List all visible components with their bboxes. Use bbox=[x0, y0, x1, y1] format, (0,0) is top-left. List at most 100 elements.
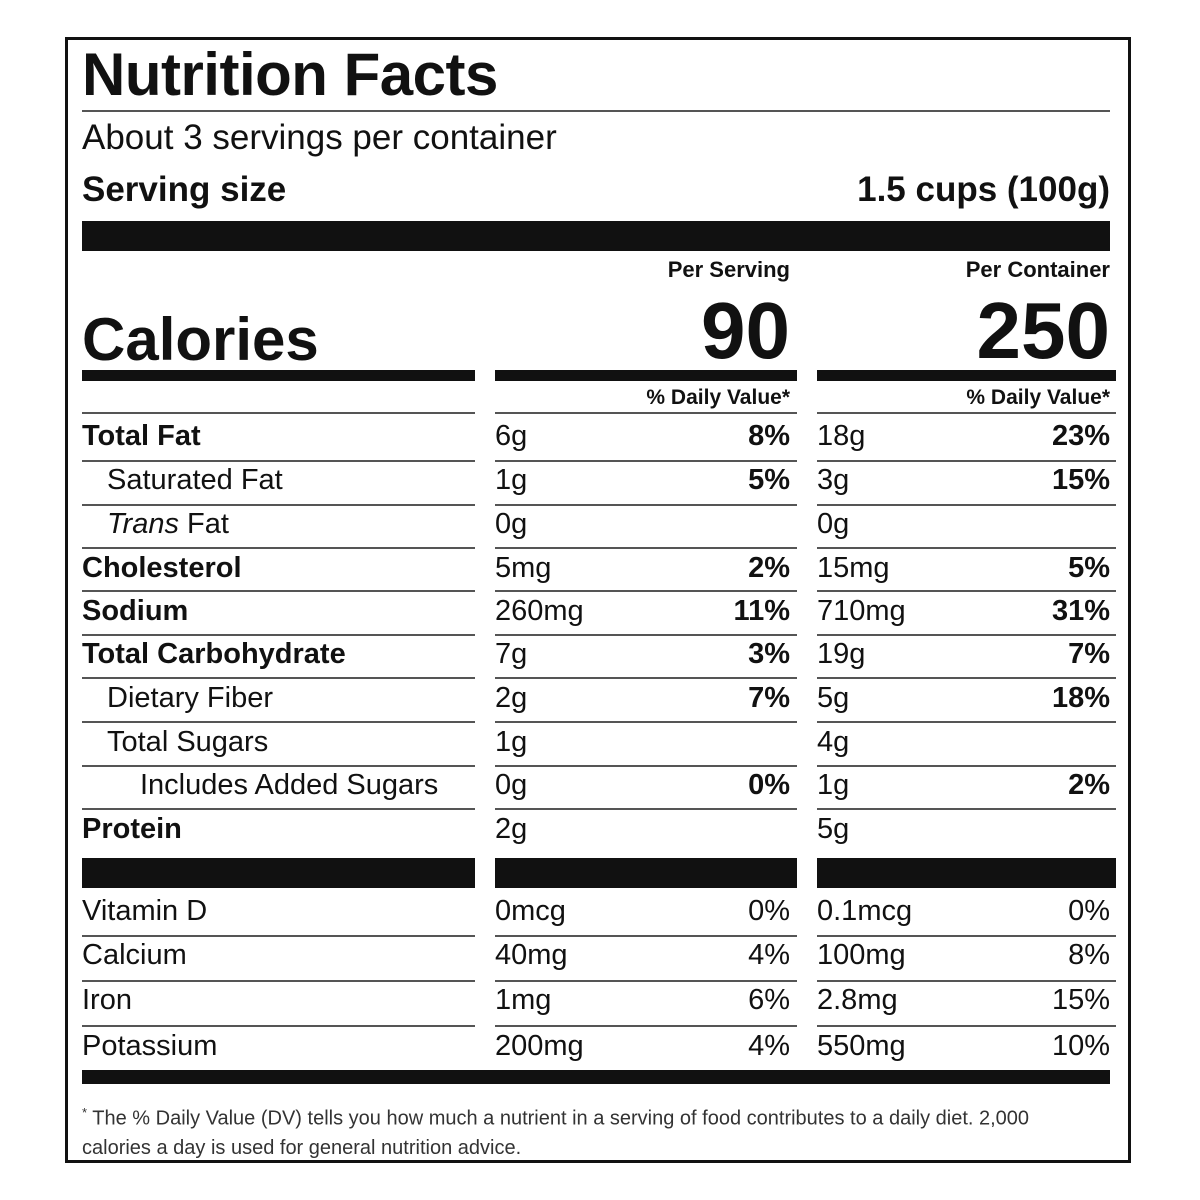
amount-per-container: 5g bbox=[817, 813, 850, 845]
daily-value-header-serving: % Daily Value* bbox=[646, 386, 790, 409]
nutrient-name-text: Sodium bbox=[82, 595, 189, 627]
calories-divider-container bbox=[817, 370, 1116, 381]
vitamin-amount-per-serving: 0mcg bbox=[495, 895, 566, 927]
amount-per-container: 5g bbox=[817, 682, 850, 714]
row-divider bbox=[82, 721, 475, 723]
nutrient-name: Total Fat bbox=[82, 420, 201, 453]
calories-per-serving: 90 bbox=[701, 286, 790, 375]
amount-per-serving: 0g bbox=[495, 508, 528, 540]
row-divider bbox=[82, 808, 475, 810]
amount-per-container: 710mg bbox=[817, 595, 906, 627]
row-divider bbox=[817, 590, 1116, 592]
thick-divider-vitamins-name bbox=[82, 858, 475, 888]
calories-per-container: 250 bbox=[976, 286, 1110, 375]
thick-divider-top bbox=[82, 221, 1110, 251]
label-title: Nutrition Facts bbox=[82, 41, 498, 108]
dv-percent-per-serving: 3% bbox=[748, 638, 790, 670]
amount-per-serving: 6g bbox=[495, 420, 528, 452]
row-divider bbox=[817, 547, 1116, 549]
nutrient-name: Sodium bbox=[82, 595, 188, 628]
row-divider bbox=[495, 935, 797, 937]
calories-divider-serving bbox=[495, 370, 797, 381]
vitamin-amount-per-container: 0.1mcg bbox=[817, 895, 913, 927]
per-container-header: Per Container bbox=[965, 257, 1110, 282]
vitamin-name: Vitamin D bbox=[82, 895, 208, 927]
footnote: * The % Daily Value (DV) tells you how m… bbox=[82, 1098, 1082, 1163]
row-divider bbox=[817, 935, 1116, 937]
nutrient-name-text: Dietary Fiber bbox=[107, 682, 273, 714]
amount-per-serving: 5mg bbox=[495, 552, 552, 584]
row-divider bbox=[82, 677, 475, 679]
footnote-mark: * bbox=[82, 1105, 88, 1120]
nutrition-facts-label: Nutrition Facts About 3 servings per con… bbox=[65, 37, 1131, 1163]
row-divider bbox=[82, 1025, 475, 1027]
footnote-text: The % Daily Value (DV) tells you how muc… bbox=[82, 1107, 1030, 1159]
row-divider bbox=[817, 808, 1116, 810]
amount-per-container: 4g bbox=[817, 726, 850, 758]
amount-per-container: 1g bbox=[817, 769, 850, 801]
row-divider bbox=[817, 677, 1116, 679]
daily-value-header-container: % Daily Value* bbox=[966, 386, 1110, 409]
vitamin-dv-per-serving: 4% bbox=[748, 1030, 790, 1062]
vitamin-amount-per-container: 550mg bbox=[817, 1030, 906, 1062]
amount-per-serving: 1g bbox=[495, 726, 528, 758]
amount-per-serving: 260mg bbox=[495, 595, 584, 627]
row-divider bbox=[82, 547, 475, 549]
dv-percent-per-container: 5% bbox=[1068, 552, 1110, 584]
nutrient-name-text: Cholesterol bbox=[82, 552, 242, 584]
dv-percent-per-container: 31% bbox=[1051, 595, 1110, 627]
vitamin-amount-per-serving: 200mg bbox=[495, 1030, 584, 1062]
vitamin-dv-per-container: 8% bbox=[1068, 939, 1110, 971]
title-divider bbox=[82, 110, 1110, 112]
row-divider bbox=[495, 590, 797, 592]
amount-per-container: 3g bbox=[817, 464, 850, 496]
row-divider bbox=[82, 935, 475, 937]
serving-size-label: Serving size bbox=[82, 170, 287, 209]
vitamin-amount-per-serving: 1mg bbox=[495, 984, 552, 1016]
row-divider bbox=[817, 460, 1116, 462]
nutrient-name: Trans Fat bbox=[107, 508, 229, 541]
vitamin-amount-per-container: 100mg bbox=[817, 939, 906, 971]
vitamin-name: Iron bbox=[82, 984, 132, 1016]
amount-per-serving: 2g bbox=[495, 682, 528, 714]
row-divider bbox=[82, 412, 475, 414]
calories-divider-name bbox=[82, 370, 475, 381]
amount-per-serving: 7g bbox=[495, 638, 528, 670]
row-divider bbox=[495, 634, 797, 636]
nutrient-name-text: Total Fat bbox=[82, 420, 201, 452]
amount-per-serving: 0g bbox=[495, 769, 528, 801]
vitamin-dv-per-serving: 4% bbox=[748, 939, 790, 971]
vitamin-name: Potassium bbox=[82, 1030, 218, 1062]
amount-per-container: 18g bbox=[817, 420, 866, 452]
nutrient-name: Protein bbox=[82, 813, 182, 846]
row-divider bbox=[495, 1025, 797, 1027]
row-divider bbox=[817, 980, 1116, 982]
row-divider bbox=[817, 765, 1116, 767]
nutrient-name: Dietary Fiber bbox=[107, 682, 273, 715]
row-divider bbox=[495, 765, 797, 767]
row-divider bbox=[817, 504, 1116, 506]
amount-per-container: 15mg bbox=[817, 552, 890, 584]
nutrient-name-text: Total Sugars bbox=[107, 726, 269, 758]
dv-percent-per-container: 15% bbox=[1051, 464, 1110, 496]
row-divider bbox=[495, 808, 797, 810]
nutrient-name-text: Saturated Fat bbox=[107, 464, 283, 496]
dv-percent-per-serving: 0% bbox=[748, 769, 790, 801]
thick-divider-bottom bbox=[82, 1070, 1110, 1084]
nutrient-name: Includes Added Sugars bbox=[140, 769, 438, 802]
row-divider bbox=[82, 460, 475, 462]
row-divider bbox=[82, 634, 475, 636]
thick-divider-vitamins-serving bbox=[495, 858, 797, 888]
dv-percent-per-serving: 11% bbox=[733, 595, 790, 627]
vitamin-dv-per-container: 0% bbox=[1068, 895, 1110, 927]
nutrient-name: Total Sugars bbox=[107, 726, 268, 759]
dv-percent-per-container: 23% bbox=[1051, 420, 1110, 452]
nutrient-name-text: Total Carbohydrate bbox=[82, 638, 346, 670]
dv-percent-per-container: 2% bbox=[1068, 769, 1110, 801]
vitamin-dv-per-serving: 0% bbox=[748, 895, 790, 927]
vitamin-dv-per-container: 10% bbox=[1051, 1030, 1110, 1062]
amount-per-container: 0g bbox=[817, 508, 850, 540]
row-divider bbox=[495, 547, 797, 549]
row-divider bbox=[817, 1025, 1116, 1027]
vitamin-amount-per-container: 2.8mg bbox=[817, 984, 898, 1016]
